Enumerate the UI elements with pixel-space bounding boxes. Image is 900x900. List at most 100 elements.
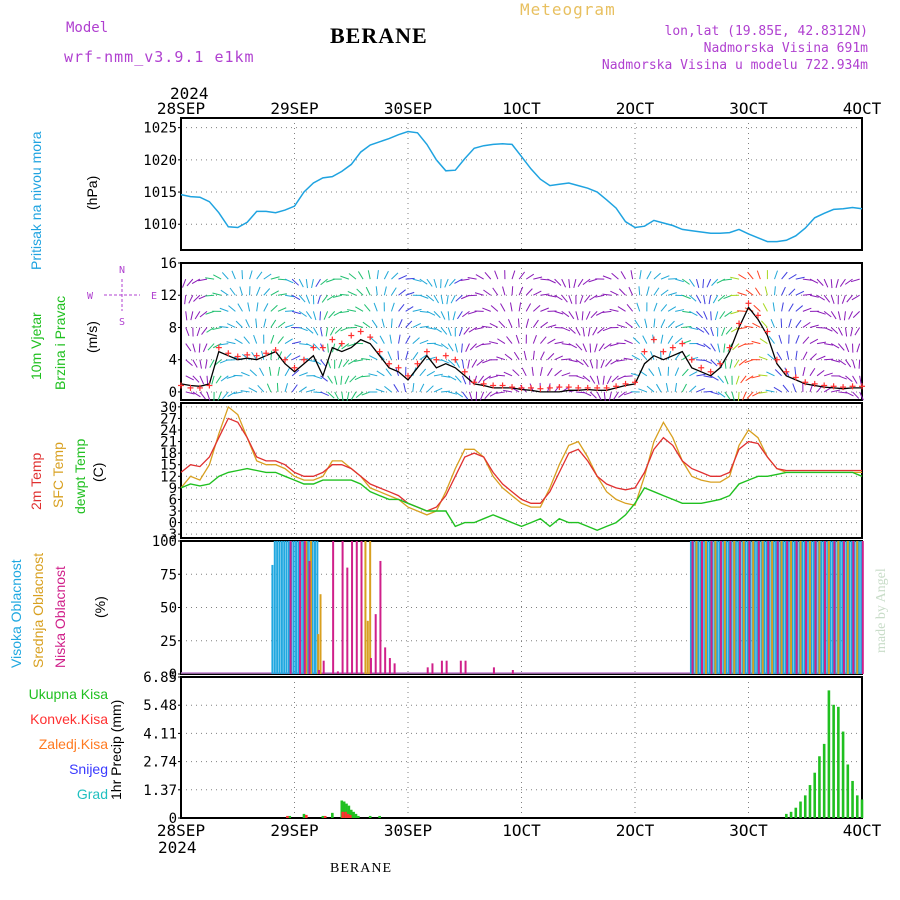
wind-barb: [838, 359, 847, 366]
wind-barb: [496, 356, 506, 361]
wind-barb: [747, 271, 754, 280]
wind-barb: [227, 391, 236, 397]
cloud-bar-low: [388, 658, 391, 674]
cloud-bar-low: [374, 614, 377, 674]
cloud-bar-mid: [704, 541, 707, 674]
time-label-bottom: 3OCT: [729, 821, 768, 840]
wind-barb: [320, 375, 328, 382]
wind-barb: [751, 375, 761, 379]
wind-barb: [646, 270, 652, 280]
y-tick-label: 75: [160, 567, 177, 583]
time-label-top: 4OCT: [843, 99, 882, 118]
wind-barb: [426, 356, 436, 361]
cloud-bar-low: [299, 541, 302, 674]
wind-barb: [199, 375, 205, 385]
precip-bar-total: [841, 731, 845, 818]
wind-barb: [482, 307, 491, 312]
wind-barb: [355, 306, 364, 312]
wind-barb: [696, 343, 706, 347]
wind-barb: [185, 327, 190, 337]
wind-barb: [859, 391, 864, 401]
wind-barb: [644, 318, 648, 328]
wind-barb: [398, 334, 401, 344]
wind-barb: [298, 278, 304, 288]
wind-barb: [802, 351, 808, 360]
wind-barb: [284, 338, 293, 345]
wind-barb: [390, 318, 393, 328]
cloud-bar-low: [355, 541, 358, 674]
wind-barb: [844, 278, 853, 285]
wind-barb: [469, 391, 473, 401]
wind-barb: [206, 327, 215, 333]
wind-barb: [338, 359, 343, 369]
wind-barb: [447, 343, 454, 352]
wind-barb: [398, 303, 405, 312]
wind-barb: [582, 327, 585, 337]
wind-barb: [589, 375, 596, 384]
cloud-bar-low: [379, 560, 382, 674]
wind-barb: [440, 295, 444, 305]
wind-barb: [674, 382, 678, 393]
precip-bar-total: [785, 813, 788, 818]
wind-barb: [398, 289, 406, 296]
wind-barb: [391, 287, 397, 296]
time-label-bottom: 2OCT: [616, 821, 655, 840]
precip-bar-total: [368, 815, 372, 818]
wind-barb: [248, 387, 257, 393]
wind-barb: [682, 326, 692, 328]
wind-barb: [648, 368, 655, 377]
location-info: lon,lat (19.85E, 42.8312N): [664, 24, 869, 39]
wind-barb: [317, 295, 321, 304]
wind-barb: [809, 294, 819, 298]
wind-barb: [674, 337, 683, 344]
wind-barb: [634, 319, 641, 328]
wind-barb: [768, 336, 775, 344]
wind-barb: [608, 391, 612, 401]
wind-barb: [517, 318, 520, 328]
y-tick-label: 1015: [143, 185, 177, 201]
wind-barb: [481, 343, 491, 346]
temp-2m-line: [180, 417, 862, 512]
cloud-bar-high: [278, 541, 281, 674]
model-label: Model: [66, 20, 109, 36]
wind-barb: [213, 274, 222, 280]
wind-barb: [305, 295, 311, 304]
time-label-bottom: 30SEP: [384, 821, 432, 840]
wind-barb: [450, 295, 456, 304]
wind-barb: [626, 303, 634, 312]
wind-barb: [419, 278, 428, 285]
wind-barb: [646, 385, 655, 393]
wind-barb: [354, 359, 364, 362]
cloud-bar-high: [753, 541, 756, 674]
wind-barb: [311, 279, 314, 289]
wind-barb: [503, 389, 513, 393]
wind-barb: [532, 319, 539, 328]
cloud-ylabel-low: Niska Oblacnost: [52, 566, 68, 668]
wind-barb: [830, 279, 833, 289]
wind-barb: [761, 320, 768, 328]
cloud-ylabel-high: Visoka Oblacnost: [8, 559, 24, 668]
wind-barb: [724, 375, 729, 385]
wind-barb: [419, 325, 429, 328]
wind-barb: [206, 391, 211, 401]
wind-barb: [774, 286, 776, 296]
cloud-bar-low: [701, 541, 704, 674]
wind-barb: [222, 391, 229, 400]
wind-barb: [600, 359, 605, 369]
wind-barb: [795, 335, 800, 344]
y-tick-label: 12: [160, 469, 177, 485]
wind-barb: [488, 341, 498, 345]
wind-barb: [320, 359, 327, 368]
wind-barb: [270, 350, 273, 360]
cloud-bar-high: [273, 541, 276, 674]
wind-barb: [447, 327, 452, 337]
cloud-bar-high: [699, 541, 702, 674]
wind-barb: [695, 278, 700, 288]
wind-barb: [681, 383, 687, 393]
cloud-bar-high: [822, 541, 825, 674]
wind-barb: [455, 391, 464, 398]
wind-barb: [657, 367, 662, 376]
cloud-bar-mid: [790, 541, 793, 674]
wind-barb: [387, 351, 392, 360]
